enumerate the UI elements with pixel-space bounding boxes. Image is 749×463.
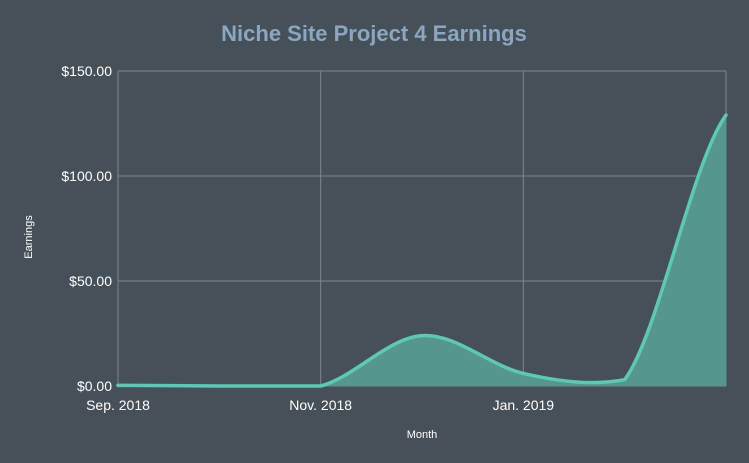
x-axis-label: Month — [407, 429, 438, 441]
chart-title: Niche Site Project 4 Earnings — [221, 21, 527, 46]
y-axis-label: Earnings — [23, 215, 35, 259]
y-tick-label: $100.00 — [61, 168, 112, 184]
y-axis-ticks: $0.00 $50.00 $100.00 $150.00 — [61, 63, 112, 394]
x-tick-label: Nov. 2018 — [289, 397, 352, 413]
x-axis-ticks: Sep. 2018 Nov. 2018 Jan. 2019 — [86, 397, 554, 413]
x-tick-label: Sep. 2018 — [86, 397, 150, 413]
y-tick-label: $50.00 — [69, 273, 112, 289]
y-tick-label: $0.00 — [77, 378, 112, 394]
x-tick-label: Jan. 2019 — [493, 397, 555, 413]
earnings-area-fill — [118, 115, 726, 386]
series-area — [116, 113, 728, 388]
y-tick-label: $150.00 — [61, 63, 112, 79]
earnings-line — [116, 113, 728, 388]
